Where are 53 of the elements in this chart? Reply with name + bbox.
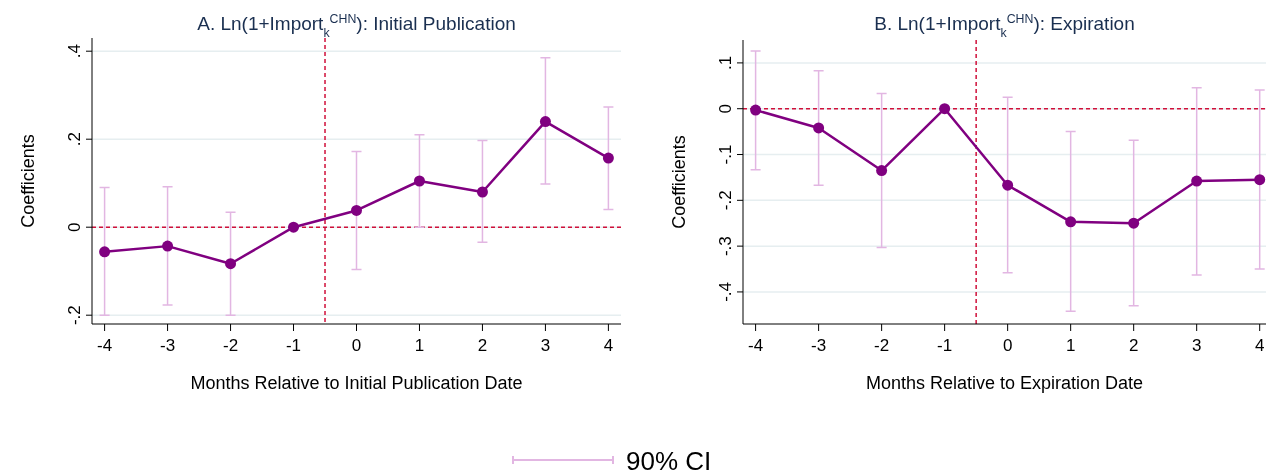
point [939,103,951,115]
x-tick-label: -3 [811,336,827,355]
point [413,175,425,187]
point [602,152,614,164]
y-tick-label: -.4 [716,282,735,302]
chart-title: A. Ln(1+Import$_{k}$$^{CHN}$): Initial Publication [197,12,516,40]
x-tick-label: -4 [748,336,764,355]
y-axis-title: Coefficients [18,134,38,228]
x-tick-label: 0 [1002,336,1013,355]
point [1065,216,1077,228]
y-tick-label: -.2 [65,305,84,326]
point [876,165,888,177]
x-tick-label: 4 [603,336,614,355]
point [288,221,300,233]
y-tick-label: 0 [716,103,735,114]
x-axis-title: Months Relative to Initial Publication Date [190,373,523,393]
point [539,116,551,128]
x-tick-label: 2 [1128,336,1139,355]
x-tick-label: 2 [477,336,488,355]
x-tick-label: 4 [1254,336,1265,355]
point [476,186,488,198]
point [813,122,825,134]
x-tick-label: -3 [160,336,176,355]
y-tick-label: -.3 [716,236,735,257]
x-tick-label: 0 [351,336,362,355]
point [1002,179,1014,191]
x-tick-label: 1 [1065,336,1076,355]
point [162,240,174,252]
x-tick-label: -4 [97,336,113,355]
x-axis-title: Months Relative to Expiration Date [865,373,1144,393]
x-tick-label: 1 [414,336,425,355]
point [1128,217,1140,229]
y-tick-label: .2 [65,132,84,147]
y-tick-label: -.2 [716,190,735,211]
point [1254,174,1266,186]
y-axis-title: Coefficients [669,135,689,229]
point [351,204,362,216]
y-tick-label: .4 [65,44,84,59]
x-tick-label: 3 [1191,336,1202,355]
point [99,246,111,258]
x-tick-label: 3 [540,336,551,355]
point [750,104,762,116]
y-tick-label: 0 [65,222,84,232]
x-tick-label: -1 [285,336,302,355]
text: 90% CI [626,446,712,473]
y-tick-label: -.1 [716,144,735,165]
x-tick-label: -2 [874,336,890,355]
y-tick-label: .1 [716,55,735,70]
x-tick-label: -1 [937,336,953,355]
x-tick-label: -2 [222,336,239,355]
point [1191,175,1203,187]
point [225,258,237,270]
chart-title: B. Ln(1+Import$_{k}$$^{CHN}$): Expiration [874,12,1135,40]
